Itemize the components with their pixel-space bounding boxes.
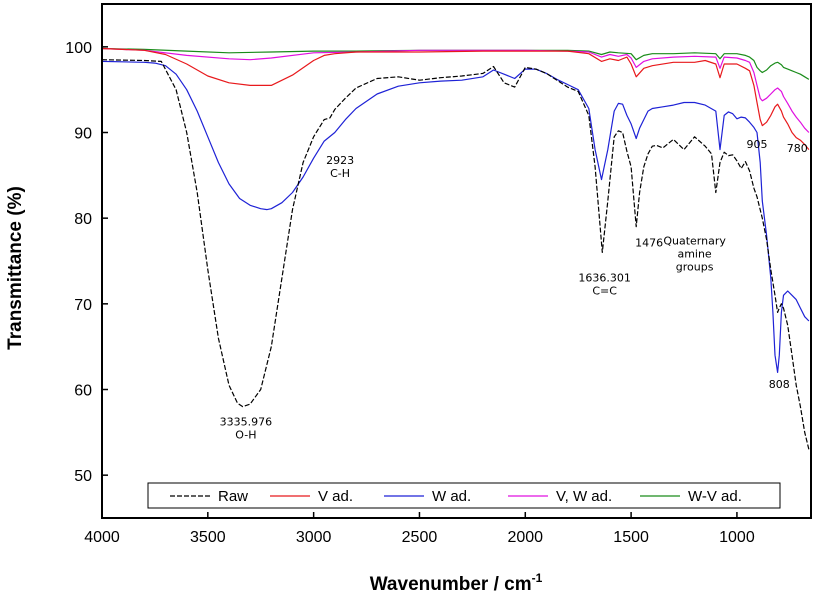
legend-label: V, W ad. [556, 488, 612, 505]
peak-annotation: 2923 C-H [326, 154, 354, 180]
peak-annotation: 3335.976 O-H [220, 415, 273, 441]
x-tick-label: 3000 [296, 529, 332, 546]
x-axis-label: Wavenumber / cm-1 [370, 571, 543, 595]
series-layer [102, 47, 810, 450]
legend-label: Raw [218, 488, 248, 505]
x-tick-label: 2500 [402, 529, 438, 546]
legend-item: Raw [170, 488, 248, 505]
series-line-w-v-ad [102, 47, 810, 80]
y-axis-label: Transmittance (%) [5, 186, 26, 350]
legend-item: V ad. [270, 488, 353, 505]
x-tick-label: 1500 [613, 529, 649, 546]
x-tick-label: 3500 [190, 529, 226, 546]
peak-annotation: 1476 [635, 236, 663, 249]
y-tick-label: 60 [74, 383, 92, 400]
y-tick-label: 80 [74, 211, 92, 228]
x-axis-label-superscript: -1 [532, 571, 543, 585]
legend-item: W-V ad. [640, 488, 742, 505]
peak-annotation: Quaternary amine groups [663, 235, 726, 274]
x-axis-label-text: Wavenumber / cm [370, 574, 532, 595]
legend-label: V ad. [318, 488, 353, 505]
peak-annotation: 1636.301 C=C [578, 272, 631, 298]
y-tick-label: 70 [74, 297, 92, 314]
y-tick-label: 90 [74, 126, 92, 143]
series-line-w-ad [102, 60, 810, 373]
series-line-v-ad [102, 47, 810, 150]
peak-annotation: 808 [769, 378, 790, 391]
legend-item: V, W ad. [508, 488, 612, 505]
peak-annotation: 780 [787, 142, 808, 155]
x-tick-label: 4000 [84, 529, 120, 546]
series-line-raw [102, 59, 810, 450]
legend-item: W ad. [384, 488, 471, 505]
legend-label: W-V ad. [688, 488, 742, 505]
peak-annotation: 905 [747, 138, 768, 151]
y-tick-label: 50 [74, 468, 92, 485]
y-tick-label: 100 [65, 40, 92, 57]
x-tick-label: 1000 [719, 529, 755, 546]
legend-label: W ad. [432, 488, 471, 505]
x-tick-label: 2000 [507, 529, 543, 546]
tick-layer: 4000 3500 3000 2500 2000 1500 1000 50 60 70 80 90 10… [65, 40, 755, 546]
plot-frame [101, 3, 812, 519]
annotation-layer: 3335.976 O-H 2923 C-H 1636.301 C=C 1476 Quatern… [220, 138, 808, 442]
legend: Raw V ad. W ad. V, W ad. W-V ad. [147, 482, 781, 509]
